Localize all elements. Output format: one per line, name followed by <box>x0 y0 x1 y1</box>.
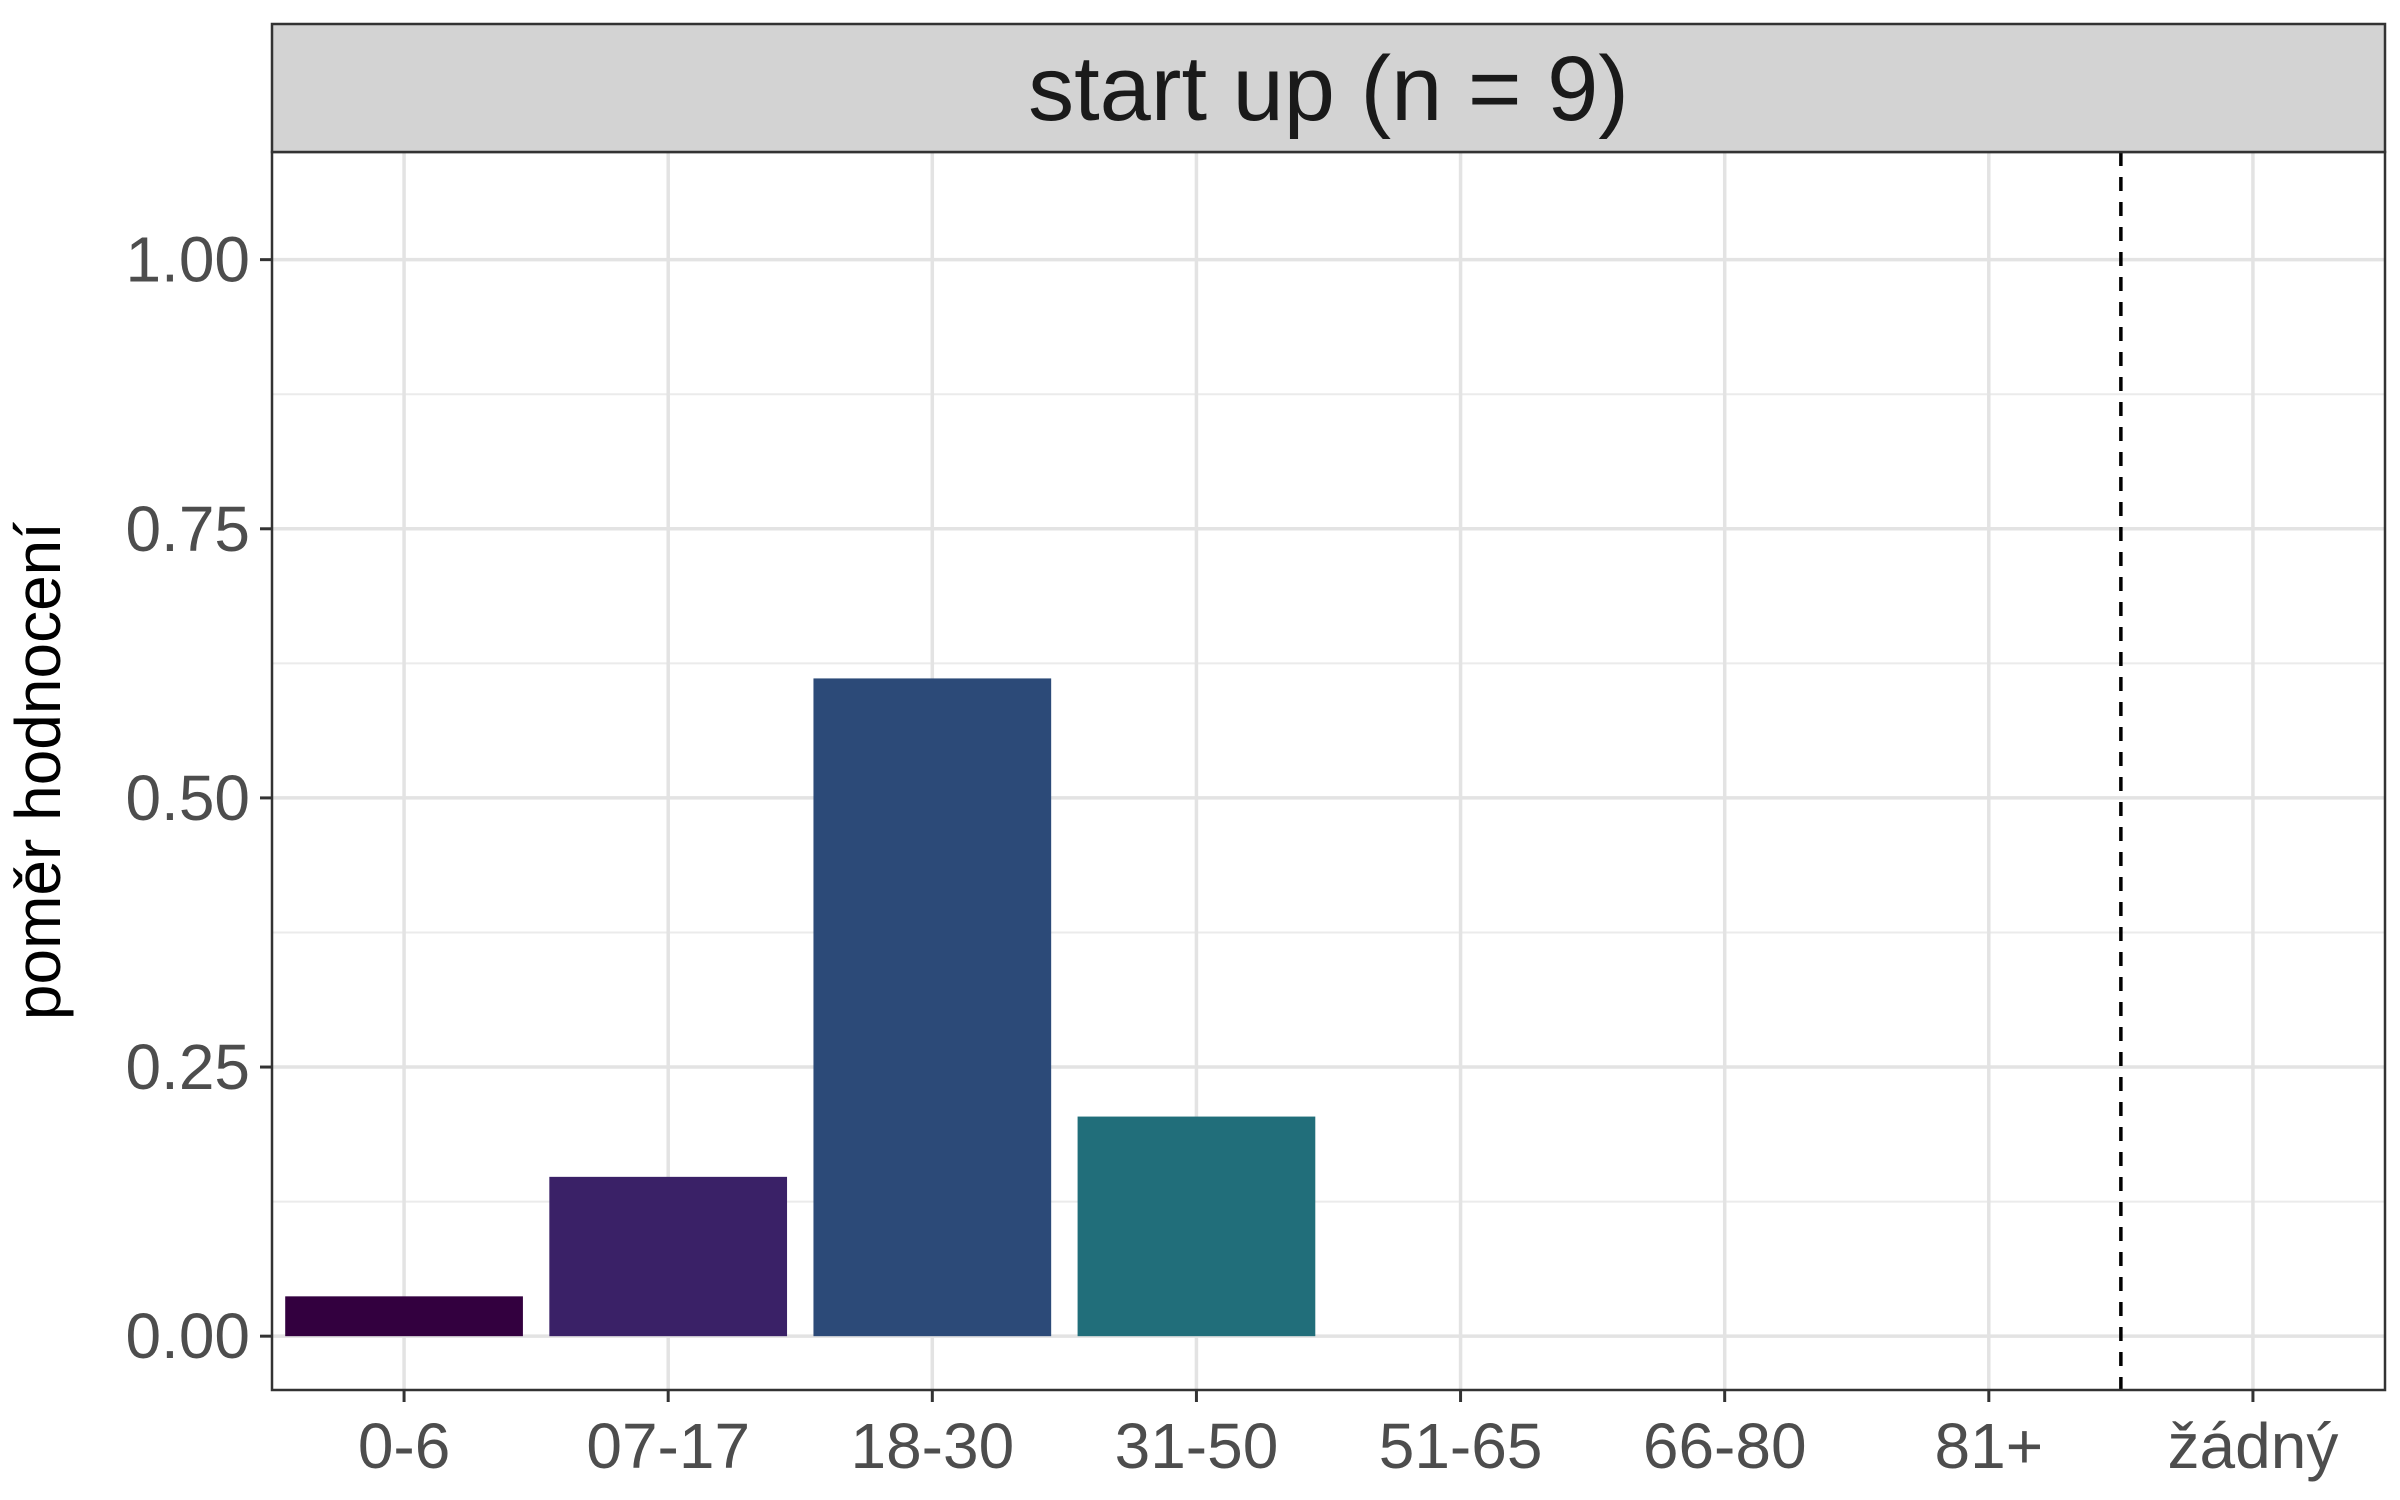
x-tick-label: 0-6 <box>358 1410 451 1482</box>
bar-31-50 <box>1077 1116 1316 1337</box>
y-tick-label: 0.25 <box>125 1031 250 1103</box>
y-tick-label: 0.50 <box>125 762 250 834</box>
y-tick-label: 0.75 <box>125 493 250 565</box>
x-tick-label: 81+ <box>1935 1410 2044 1482</box>
bar-07-17 <box>549 1176 788 1337</box>
x-tick-label: 31-50 <box>1115 1410 1279 1482</box>
y-axis: 0.00 0.25 0.50 0.75 1.00 <box>125 224 272 1372</box>
x-axis: 0-6 07-17 18-30 31-50 51-65 66-80 81+ žádný <box>358 1390 2339 1482</box>
y-tick-label: 0.00 <box>125 1300 250 1372</box>
bars <box>285 678 1316 1337</box>
x-tick-label: 18-30 <box>850 1410 1014 1482</box>
bar-0-6 <box>285 1296 523 1337</box>
x-tick-label: 51-65 <box>1379 1410 1543 1482</box>
y-tick-label: 1.00 <box>125 224 250 296</box>
x-tick-label: žádný <box>2168 1410 2339 1482</box>
facet-strip: start up (n = 9) <box>270 22 2387 154</box>
y-axis-title: poměr hodnocení <box>2 522 74 1020</box>
x-tick-label: 66-80 <box>1643 1410 1807 1482</box>
facet-title: start up (n = 9) <box>1028 38 1629 140</box>
facet-strip-background <box>270 22 2387 154</box>
bar-18-30 <box>813 678 1052 1337</box>
x-tick-label: 07-17 <box>586 1410 750 1482</box>
